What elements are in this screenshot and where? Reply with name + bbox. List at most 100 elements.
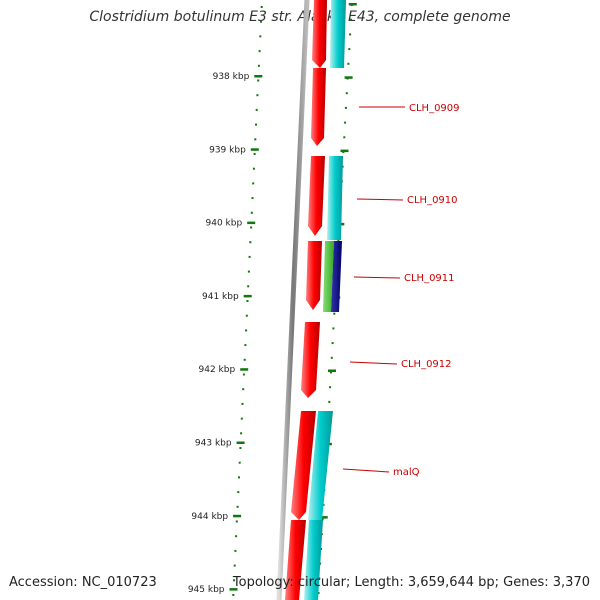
outer-ruler-dot	[329, 371, 332, 374]
ruler-dot	[247, 285, 250, 288]
cds-arrow	[306, 241, 322, 310]
outer-ruler-dot	[317, 592, 320, 594]
ruler-dot	[240, 417, 243, 420]
outer-ruler-dot	[348, 48, 351, 51]
outer-ruler-dot	[331, 342, 334, 345]
ruler-dot	[252, 167, 255, 170]
ruler-label: 944 kbp	[191, 512, 228, 522]
cds-arrow	[308, 156, 325, 236]
ruler-dot	[254, 138, 257, 141]
ruler-dot	[236, 505, 239, 508]
ruler-label: 945 kbp	[188, 585, 225, 595]
outer-ruler-dot	[347, 62, 350, 65]
gene-label-clh-0909[interactable]: CLH_0909	[409, 103, 460, 114]
ruler-dot	[233, 579, 235, 582]
ruler-label: 941 kbp	[202, 292, 239, 302]
ruler-dot	[235, 535, 238, 538]
ruler-dot	[243, 358, 246, 361]
outer-ruler-dot	[332, 327, 335, 330]
ruler-dot	[253, 153, 256, 155]
outer-ruler-tick	[348, 3, 357, 6]
outer-ruler-tick	[319, 516, 328, 519]
ruler-dot	[234, 549, 237, 552]
ruler-major-tick	[250, 148, 259, 151]
cog-bar	[308, 411, 333, 520]
leader-line	[353, 276, 401, 279]
ruler-dot	[255, 123, 257, 126]
ruler-dot	[260, 20, 262, 23]
ruler-major-tick	[254, 75, 263, 78]
outer-ruler-dot	[333, 312, 336, 315]
ruler-dot	[248, 255, 251, 258]
ruler-dot	[233, 564, 236, 567]
ruler-major-tick	[243, 294, 252, 298]
ruler-dot	[237, 491, 240, 494]
outer-ruler-dot	[349, 33, 352, 36]
position-ruler: 938 kbp 939 kbp 940 kbp 941 kbp 942 kbp 943 k…	[188, 6, 263, 596]
outer-ruler-tick	[328, 369, 336, 372]
ruler-major-tick	[233, 514, 242, 518]
outer-ruler-tick	[344, 76, 353, 79]
ruler-dot	[241, 402, 244, 405]
map-title: Clostridium botulinum E3 str. Alaska E43…	[89, 9, 511, 25]
ruler-label: 943 kbp	[195, 439, 232, 449]
cog-bar-navy	[331, 241, 342, 312]
outer-ruler-dot	[345, 92, 348, 95]
accession-text: Accession: NC_010723	[9, 575, 157, 590]
genome-backbone	[276, 0, 310, 600]
gene-label-clh-0912[interactable]: CLH_0912	[401, 359, 452, 370]
ruler-major-tick	[236, 441, 245, 444]
outer-ruler-dot	[337, 239, 340, 242]
outer-ruler-dot	[328, 400, 331, 403]
gene-labels: CLH_0909 CLH_0910 CLH_0911 CLH_0912 malQ	[342, 103, 460, 478]
ruler-label: 939 kbp	[209, 145, 246, 155]
outer-ruler-dot	[349, 18, 352, 21]
ruler-dot	[242, 373, 245, 376]
cog-bar	[330, 0, 346, 68]
ruler-dot	[250, 226, 253, 229]
leader-line	[349, 361, 398, 365]
ruler-dot	[238, 461, 241, 464]
cds-arrow	[312, 0, 327, 68]
ruler-dot	[232, 594, 235, 596]
ruler-dot	[238, 476, 240, 479]
ruler-dot	[244, 344, 247, 347]
outer-ruler-dot	[344, 106, 347, 109]
ruler-label: 940 kbp	[206, 219, 243, 229]
ruler-dot	[257, 64, 260, 67]
ruler-dot	[252, 182, 255, 185]
ruler-dot	[260, 6, 263, 8]
ruler-label: 938 kbp	[213, 72, 250, 82]
cog-bar	[304, 520, 323, 600]
outer-ruler-tick	[340, 149, 349, 153]
ruler-dot	[240, 432, 243, 435]
cog-bar-green	[323, 241, 334, 312]
ruler-dot	[247, 270, 250, 273]
cog-bar	[327, 156, 343, 240]
ruler-major-tick	[229, 588, 238, 591]
ruler-dot	[242, 388, 245, 391]
gene-label-malq[interactable]: malQ	[393, 467, 420, 478]
ruler-dot	[257, 79, 260, 82]
outer-ruler-dot	[330, 356, 333, 359]
ruler-dot	[251, 197, 254, 200]
ruler-dot	[259, 35, 262, 38]
outer-ruler-dot	[344, 121, 347, 124]
ruler-dot	[258, 50, 261, 53]
cds-arrow	[301, 322, 320, 398]
cds-arrow	[311, 68, 326, 146]
ruler-dot	[256, 94, 259, 97]
ruler-dot	[250, 211, 253, 214]
leader-line	[356, 198, 404, 201]
ruler-dot	[246, 300, 249, 302]
ruler-major-tick	[240, 368, 249, 371]
cds-arrow	[285, 520, 306, 600]
gene-label-clh-0911[interactable]: CLH_0911	[404, 273, 455, 284]
leader-line	[342, 468, 390, 473]
cds-arrow	[291, 411, 316, 520]
ruler-dot	[239, 447, 242, 449]
ruler-label: 942 kbp	[199, 365, 236, 375]
outer-ruler-dot	[321, 518, 324, 521]
gene-label-clh-0910[interactable]: CLH_0910	[407, 195, 458, 206]
